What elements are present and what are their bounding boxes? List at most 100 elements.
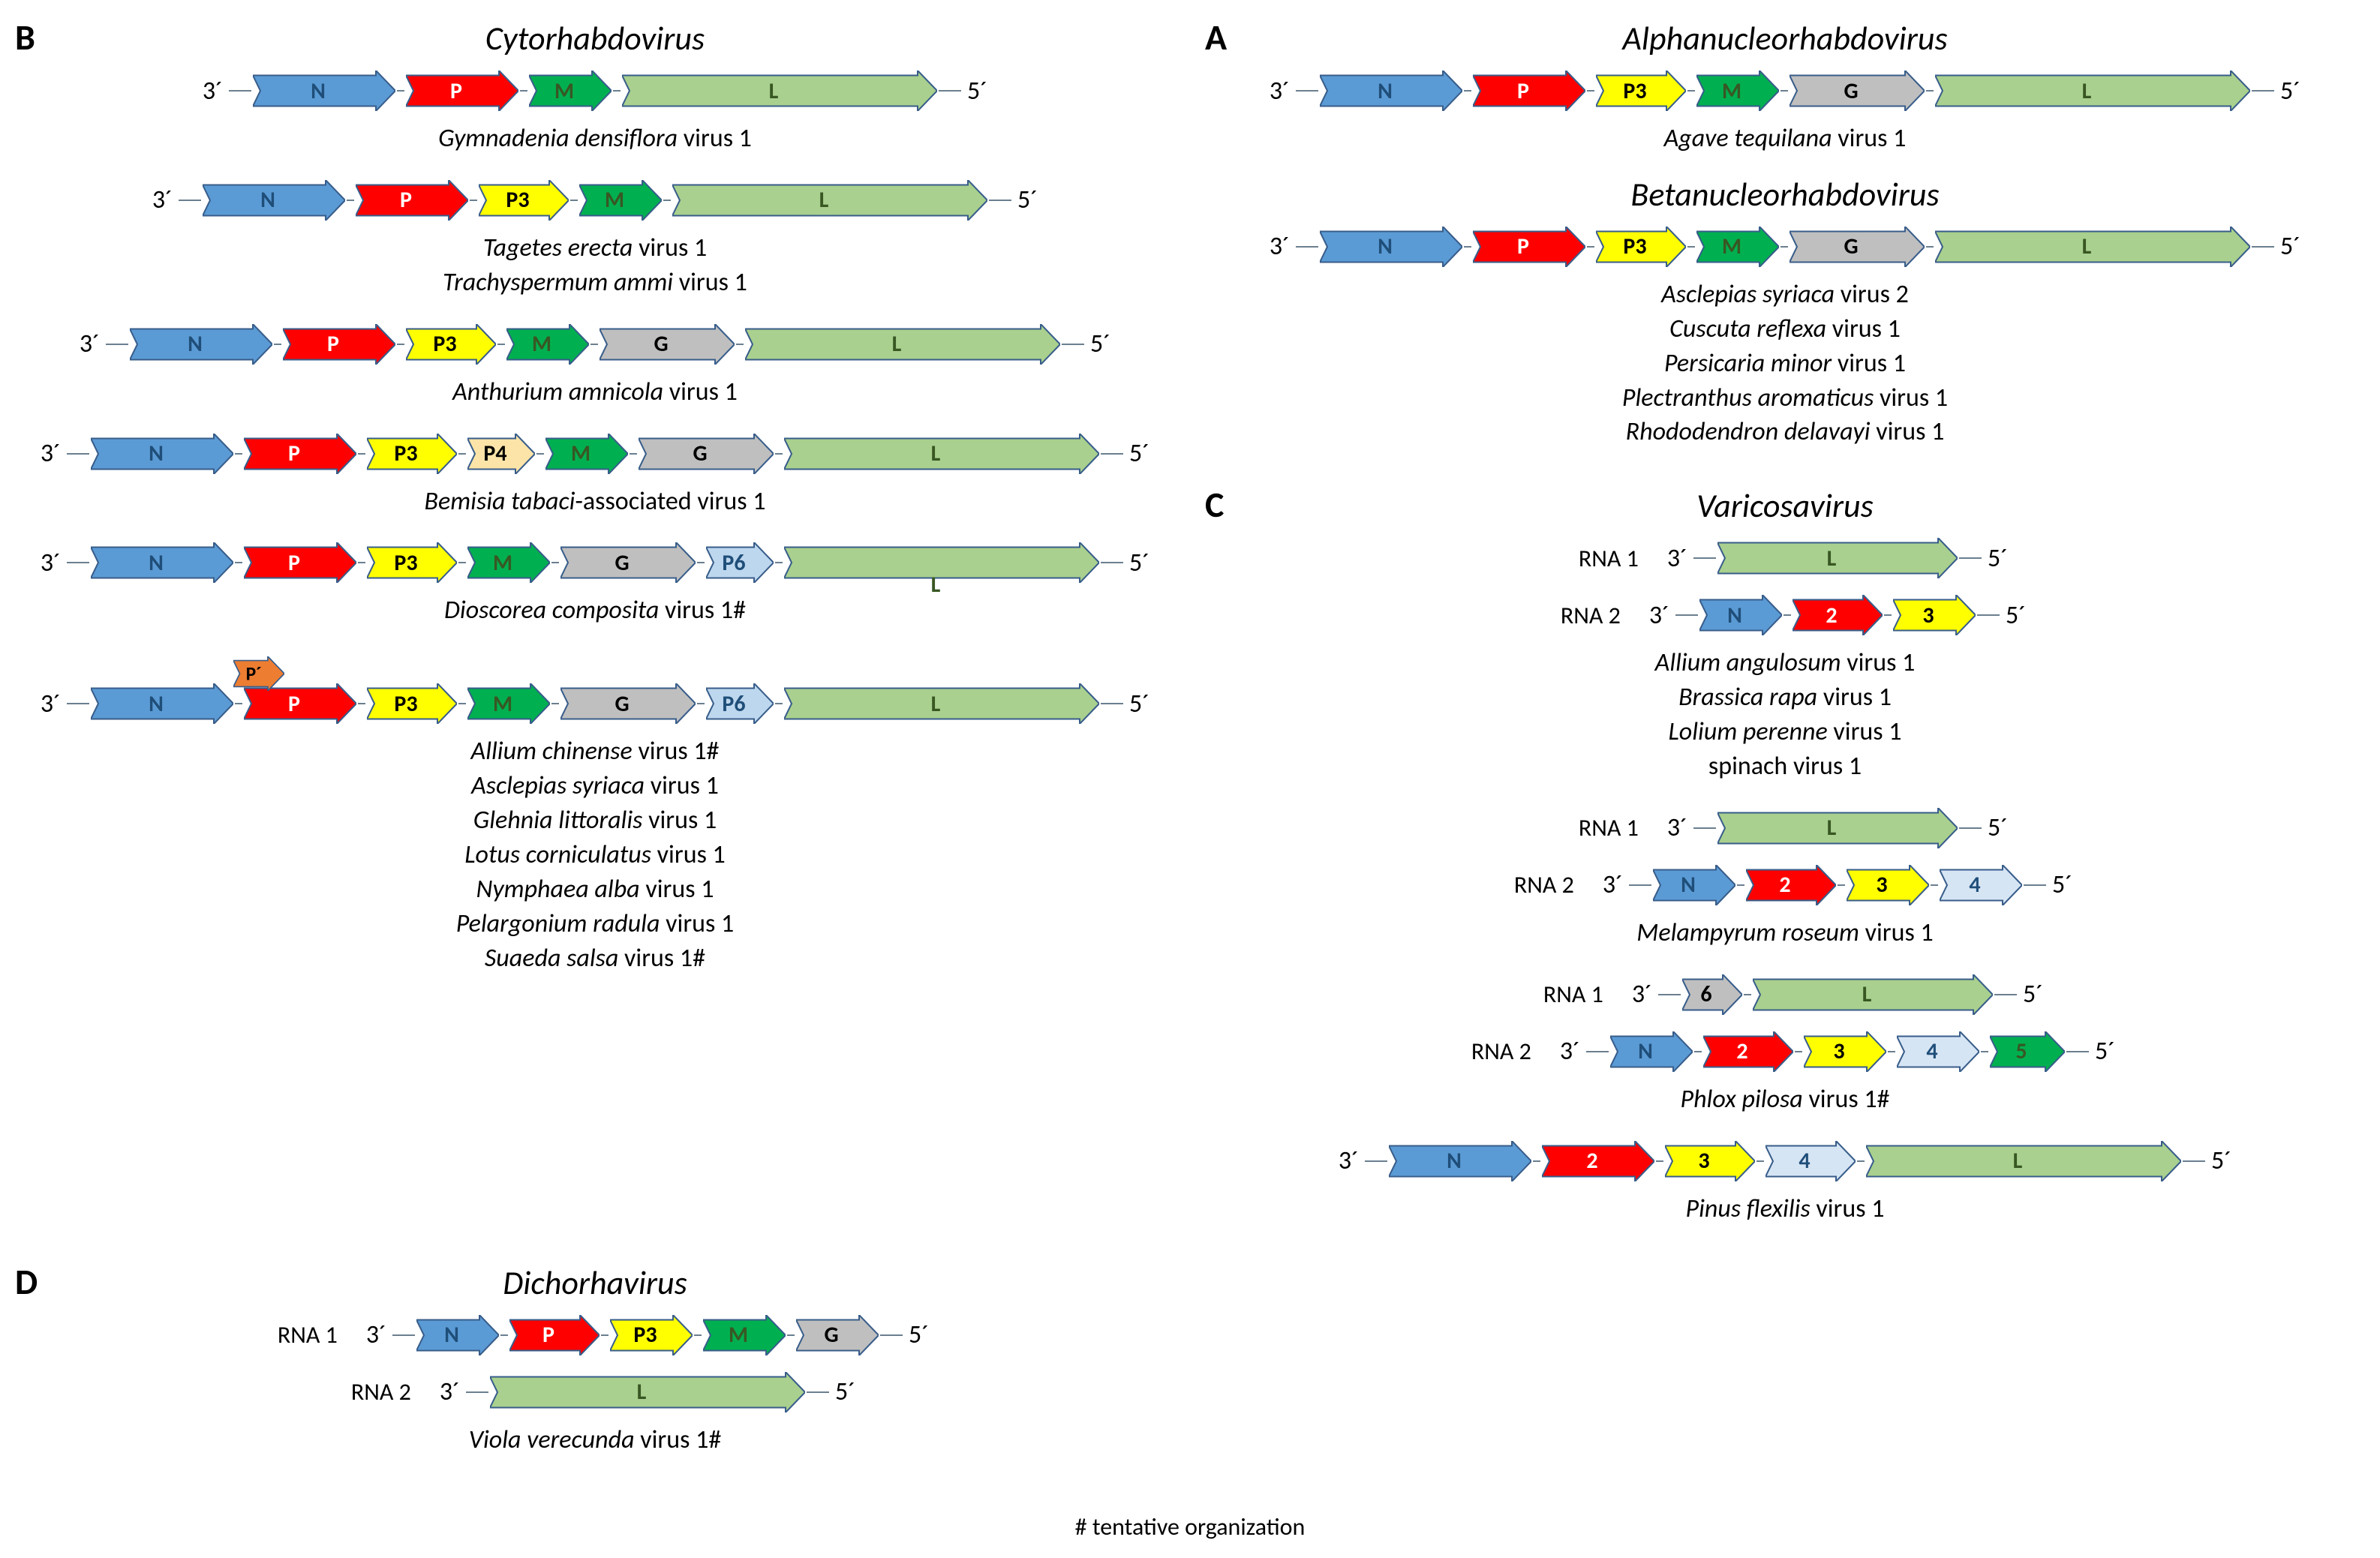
end-3prime: 3´ xyxy=(41,438,61,469)
end-5prime: 5´ xyxy=(2280,76,2300,107)
panel-label: D xyxy=(15,1259,38,1304)
species-item: Rhododendron delavayi virus 1 xyxy=(1205,415,2365,449)
gene-track: N234 xyxy=(1651,865,2024,905)
genome-line xyxy=(67,562,89,563)
gene-arrow: N xyxy=(203,180,345,221)
gene-arrow: P xyxy=(1473,71,1585,111)
genome-line xyxy=(697,703,705,704)
gene-arrow: 4 xyxy=(1940,865,2022,905)
genus-title: Dichorhavirus xyxy=(15,1262,1175,1303)
genome-row: 3´N234L5´ xyxy=(1205,1135,2365,1187)
gene-arrow: G xyxy=(560,683,696,724)
genome-line xyxy=(1693,827,1716,829)
genome-line xyxy=(458,453,466,455)
genus-title: Cytorhabdovirus xyxy=(15,18,1175,59)
gene-arrow: P xyxy=(244,434,356,474)
genome-line xyxy=(2252,246,2274,248)
end-3prime: 3´ xyxy=(1667,543,1687,574)
end-5prime: 5´ xyxy=(2052,869,2072,900)
species-item: Asclepias syriaca virus 1 xyxy=(15,769,1175,803)
gene-track: NPP3MGP6LP´ xyxy=(89,683,1101,724)
genome-row: RNA 13´6L5´ xyxy=(1205,968,2365,1021)
genome-line xyxy=(1675,614,1698,616)
gene-arrow: L xyxy=(1866,1141,2181,1181)
species-list: Allium chinense virus 1#Asclepias syriac… xyxy=(15,734,1175,975)
gene-arrow: N xyxy=(91,683,233,724)
genome-line xyxy=(397,90,404,92)
end-5prime: 5´ xyxy=(1988,812,2008,843)
genome-line xyxy=(458,703,466,704)
genome-line xyxy=(1977,614,2000,616)
genome-row: RNA 13´L5´ xyxy=(1205,532,2365,584)
species-list: Gymnadenia densiflora virus 1 xyxy=(15,122,1175,156)
genome-line xyxy=(2183,1160,2205,1162)
genome-line xyxy=(1756,1160,1764,1162)
gene-arrow: L xyxy=(622,71,937,111)
species-list: Tagetes erecta virus 1Trachyspermum ammi… xyxy=(15,231,1175,300)
panel-label: B xyxy=(15,15,35,59)
genome-line xyxy=(551,562,559,563)
species-item: Anthurium amnicola virus 1 xyxy=(15,375,1175,410)
species-item: Trachyspermum ammi virus 1 xyxy=(15,266,1175,300)
end-5prime: 5´ xyxy=(1129,438,1149,469)
genome-row: RNA 23´N235´ xyxy=(1205,589,2365,641)
end-3prime: 3´ xyxy=(1560,1036,1580,1067)
gene-track: L xyxy=(1716,808,1959,848)
genome-line xyxy=(1744,994,1751,995)
species-item: spinach virus 1 xyxy=(1205,749,2365,784)
genome-row: RNA 23´L5´ xyxy=(15,1366,1175,1418)
gene-track: 6L xyxy=(1681,974,1994,1015)
gene-arrow: P xyxy=(356,180,468,221)
species-item: Melampyrum roseum virus 1 xyxy=(1205,916,2365,950)
gene-arrow: 2 xyxy=(1746,865,1836,905)
genome-line xyxy=(536,453,544,455)
end-3prime: 3´ xyxy=(1649,600,1669,631)
panel-a: AAlphanucleorhabdovirus3´NPP3MGL5´Agave … xyxy=(1205,15,2365,467)
gene-arrow: P3 xyxy=(479,180,569,221)
end-3prime: 3´ xyxy=(1270,231,1290,262)
species-item: Dioscorea composita virus 1# xyxy=(15,593,1175,628)
gene-arrow: N xyxy=(1699,595,1782,635)
gene-track: NPP3MGL xyxy=(128,324,1062,365)
genome-line xyxy=(1959,557,1982,559)
panel-c: CVaricosavirusRNA 13´L5´RNA 23´N235´Alli… xyxy=(1205,482,2365,1244)
gene-arrow: 4 xyxy=(1897,1031,1979,1072)
gene-track: NPP3MGL xyxy=(1318,71,2252,111)
species-list: Phlox pilosa virus 1# xyxy=(1205,1082,2365,1117)
genome-line xyxy=(1533,1160,1540,1162)
gene-arrow: G xyxy=(600,324,735,365)
gene-arrow: G xyxy=(1790,71,1925,111)
species-item: Lolium perenne virus 1 xyxy=(1205,715,2365,749)
panel-d: DDichorhavirusRNA 13´NPP3MG5´RNA 23´L5´V… xyxy=(15,1259,1175,1475)
genome-line xyxy=(1629,884,1651,886)
gene-arrow: L xyxy=(490,1372,805,1412)
genome-line xyxy=(663,200,671,201)
gene-arrow: L xyxy=(1717,808,1958,848)
end-5prime: 5´ xyxy=(2023,979,2043,1010)
gene-track: NPML xyxy=(251,71,939,111)
species-list: Pinus flexilis virus 1 xyxy=(1205,1192,2365,1226)
genome-line xyxy=(106,344,128,345)
gene-track: L xyxy=(488,1372,807,1412)
genome-line xyxy=(1780,90,1788,92)
gene-track: N2345 xyxy=(1609,1031,2066,1072)
species-item: Suaeda salsa virus 1# xyxy=(15,941,1175,976)
genome-line xyxy=(939,90,961,92)
gene-track: NPP3MG xyxy=(415,1315,880,1355)
genome-line xyxy=(1926,246,1934,248)
gene-arrow: M xyxy=(1696,71,1779,111)
gene-arrow: M xyxy=(579,180,662,221)
genome-row: RNA 13´NPP3MG5´ xyxy=(15,1309,1175,1361)
genome-line xyxy=(1062,344,1084,345)
species-item: Bemisia tabaci-associated virus 1 xyxy=(15,485,1175,519)
end-5prime: 5´ xyxy=(1988,543,2008,574)
genome-line xyxy=(775,703,783,704)
genome-line xyxy=(2066,1051,2089,1052)
genome-line xyxy=(235,453,242,455)
gene-arrow: M xyxy=(703,1315,786,1355)
gene-arrow: N xyxy=(130,324,272,365)
genome-line xyxy=(1981,1051,1988,1052)
end-5prime: 5´ xyxy=(835,1376,855,1407)
genome-row: 3´NPML5´ xyxy=(15,65,1175,117)
genome-line xyxy=(1737,884,1744,886)
